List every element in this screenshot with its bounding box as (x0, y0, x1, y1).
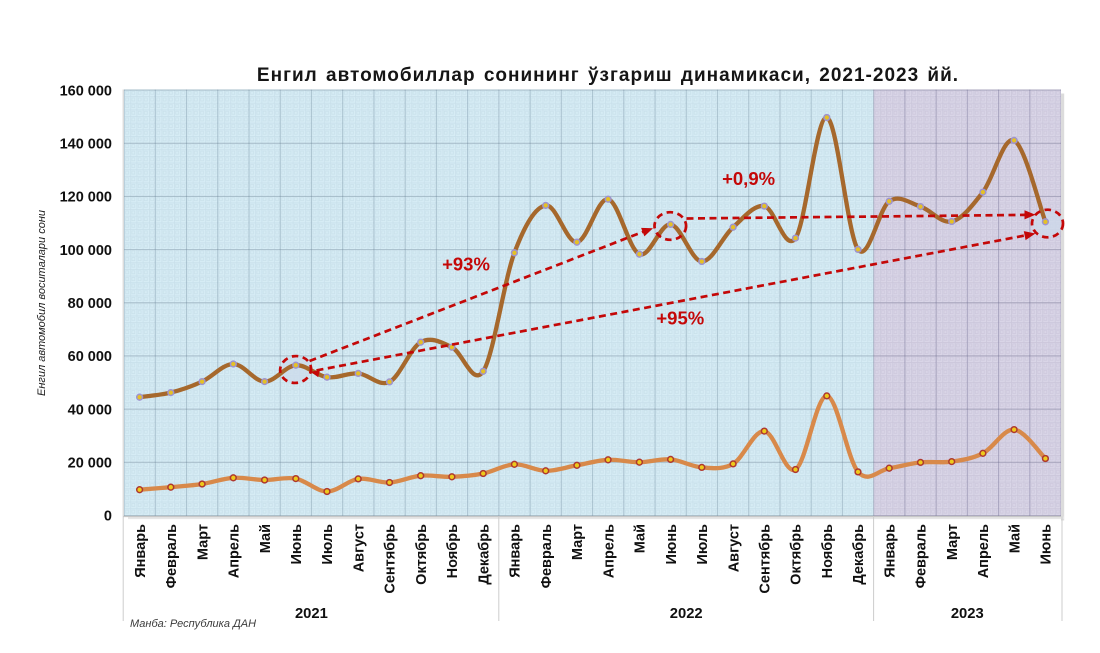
svg-text:Январь: Январь (882, 524, 898, 578)
svg-text:Февраль: Февраль (539, 524, 555, 588)
svg-text:Май: Май (1007, 524, 1023, 553)
svg-text:Май: Май (258, 524, 274, 553)
svg-text:2022: 2022 (670, 606, 703, 622)
svg-text:Манба: Республика ДАН: Манба: Республика ДАН (130, 618, 256, 630)
svg-text:160 000: 160 000 (60, 83, 112, 99)
svg-text:Май: Май (633, 524, 649, 553)
svg-text:Сентябрь: Сентябрь (758, 524, 774, 594)
svg-text:Октябрь: Октябрь (789, 524, 805, 585)
svg-text:Август: Август (351, 524, 367, 572)
svg-text:Январь: Январь (133, 524, 149, 578)
svg-text:Август: Август (726, 524, 742, 572)
svg-text:Апрель: Апрель (976, 524, 992, 578)
svg-text:Апрель: Апрель (601, 524, 617, 578)
svg-text:Ноябрь: Ноябрь (445, 524, 461, 578)
svg-text:40 000: 40 000 (68, 402, 112, 418)
svg-text:2023: 2023 (951, 606, 984, 622)
svg-text:+95%: +95% (656, 307, 704, 328)
svg-text:Апрель: Апрель (227, 524, 243, 578)
svg-text:Сентябрь: Сентябрь (383, 524, 399, 594)
svg-text:2021: 2021 (295, 606, 328, 622)
svg-text:Февраль: Февраль (914, 524, 930, 588)
svg-text:Январь: Январь (508, 524, 524, 578)
svg-text:Октябрь: Октябрь (414, 524, 430, 585)
svg-text:Март: Март (570, 524, 586, 560)
svg-text:60 000: 60 000 (68, 349, 112, 365)
svg-text:Июнь: Июнь (1039, 524, 1055, 565)
svg-text:0: 0 (104, 509, 112, 525)
svg-text:+93%: +93% (442, 254, 490, 275)
svg-text:140 000: 140 000 (60, 137, 112, 153)
svg-text:20 000: 20 000 (68, 456, 112, 472)
svg-text:Енгил автомобил воситалари сон: Енгил автомобил воситалари сони (36, 210, 48, 396)
svg-text:80 000: 80 000 (68, 296, 112, 312)
svg-text:Енгил автомобиллар сонининг ўз: Енгил автомобиллар сонининг ўзгариш дина… (257, 65, 959, 86)
svg-text:Июнь: Июнь (289, 524, 305, 565)
svg-text:Ноябрь: Ноябрь (820, 524, 836, 578)
svg-text:Декабрь: Декабрь (476, 524, 492, 585)
svg-text:Февраль: Февраль (164, 524, 180, 588)
svg-text:Март: Март (945, 524, 961, 560)
svg-text:Июнь: Июнь (664, 524, 680, 565)
svg-text:Июль: Июль (695, 524, 711, 565)
svg-text:Декабрь: Декабрь (851, 524, 867, 585)
svg-text:Март: Март (195, 524, 211, 560)
svg-text:+0,9%: +0,9% (722, 168, 775, 189)
svg-text:Июль: Июль (320, 524, 336, 565)
svg-text:120 000: 120 000 (60, 190, 112, 206)
svg-text:100 000: 100 000 (60, 243, 112, 259)
